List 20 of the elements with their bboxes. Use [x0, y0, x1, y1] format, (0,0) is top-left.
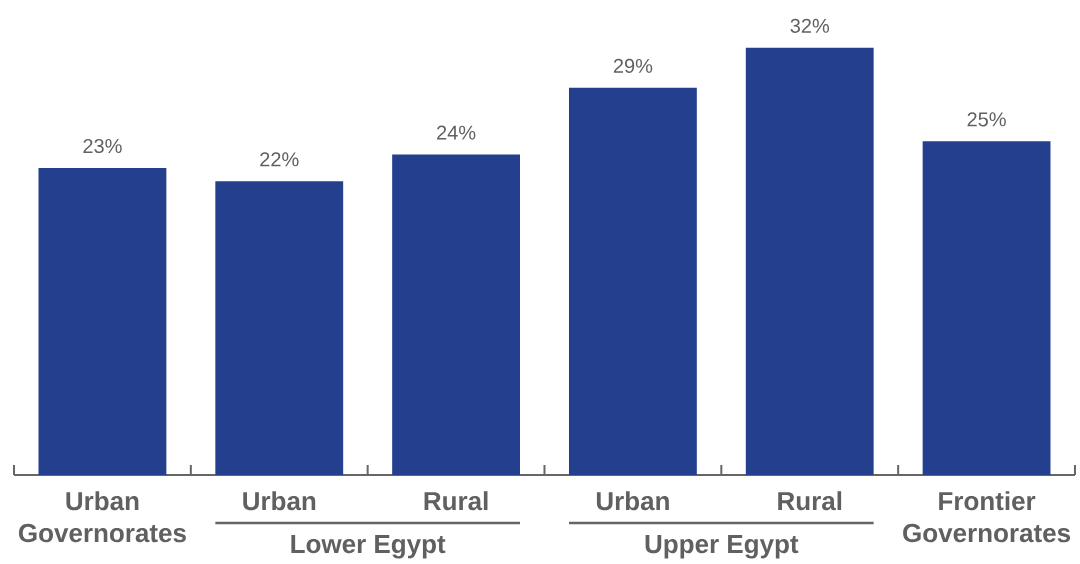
data-label: 32% [790, 18, 830, 33]
x-tick-label: Frontier Governorates [903, 491, 1071, 543]
data-label: 29% [613, 58, 653, 73]
text: Upper Egypt [645, 535, 799, 559]
x-tick-label: Rural [424, 491, 488, 511]
bar [745, 47, 874, 475]
x-tick-label: Rural [778, 491, 842, 511]
text: Lower Egypt [291, 535, 446, 559]
data-label: 23% [83, 138, 122, 154]
bar [922, 141, 1051, 475]
x-tick-label: Urban [596, 491, 669, 511]
data-label: 25% [967, 112, 1006, 127]
bar [215, 181, 344, 475]
data-label: 22% [260, 152, 299, 167]
bar [568, 87, 697, 475]
x-tick-label: Urban Governorates [18, 491, 186, 543]
bar [38, 167, 167, 475]
data-label: 24% [437, 125, 476, 140]
bar [392, 154, 521, 475]
x-tick-label: Urban [243, 491, 316, 511]
